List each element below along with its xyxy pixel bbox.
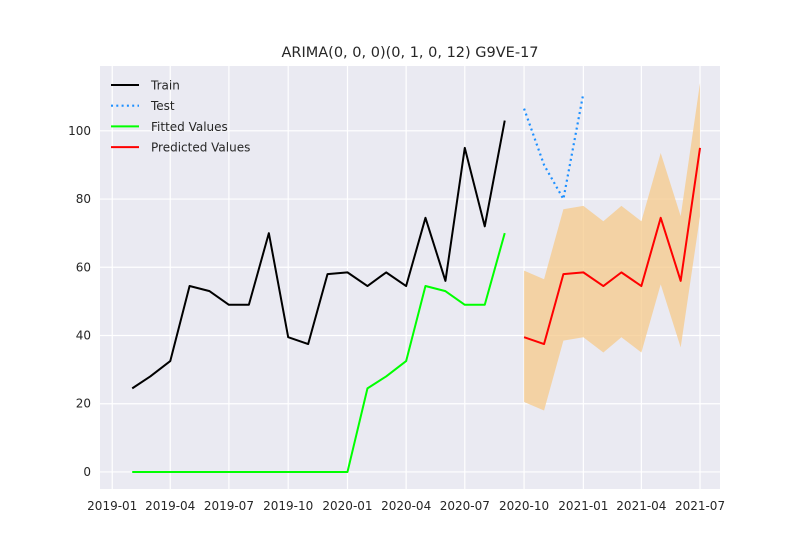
y-axis: 0 20 40 60 80 100 — [68, 124, 91, 479]
x-tick-label: 2019-10 — [263, 499, 313, 513]
x-tick-label: 2021-07 — [675, 499, 725, 513]
legend-label: Train — [150, 79, 180, 93]
legend-label: Fitted Values — [151, 120, 228, 134]
x-tick-label: 2019-07 — [204, 499, 254, 513]
y-tick-label: 80 — [76, 192, 91, 206]
legend-label: Test — [150, 99, 175, 113]
x-tick-label: 2020-10 — [499, 499, 549, 513]
x-tick-label: 2020-01 — [322, 499, 372, 513]
confidence-band — [524, 83, 701, 411]
y-tick-label: 60 — [76, 260, 91, 274]
chart-title: ARIMA(0, 0, 0)(0, 1, 0, 12) G9VE-17 — [281, 45, 538, 61]
y-tick-label: 100 — [68, 124, 91, 138]
x-tick-label: 2020-04 — [381, 499, 431, 513]
x-tick-label: 2019-01 — [87, 499, 137, 513]
series-line-predicted-values — [523, 147, 702, 346]
y-tick-label: 40 — [76, 328, 91, 342]
series-line-fitted-values — [132, 232, 506, 473]
y-tick-label: 0 — [83, 465, 91, 479]
x-tick-label: 2020-07 — [440, 499, 490, 513]
x-axis: 2019-01 2019-04 2019-07 2019-10 2020-01 2020-… — [87, 499, 725, 513]
y-tick-label: 20 — [76, 397, 91, 411]
legend-label: Predicted Values — [151, 141, 250, 155]
series-lines — [131, 93, 702, 473]
legend: Train Test Fitted Values Predicted Values — [111, 79, 250, 155]
x-tick-label: 2021-01 — [558, 499, 608, 513]
x-tick-label: 2021-04 — [616, 499, 666, 513]
confidence-band-group — [524, 83, 701, 411]
x-tick-label: 2019-04 — [145, 499, 195, 513]
series-line-train — [131, 120, 506, 390]
